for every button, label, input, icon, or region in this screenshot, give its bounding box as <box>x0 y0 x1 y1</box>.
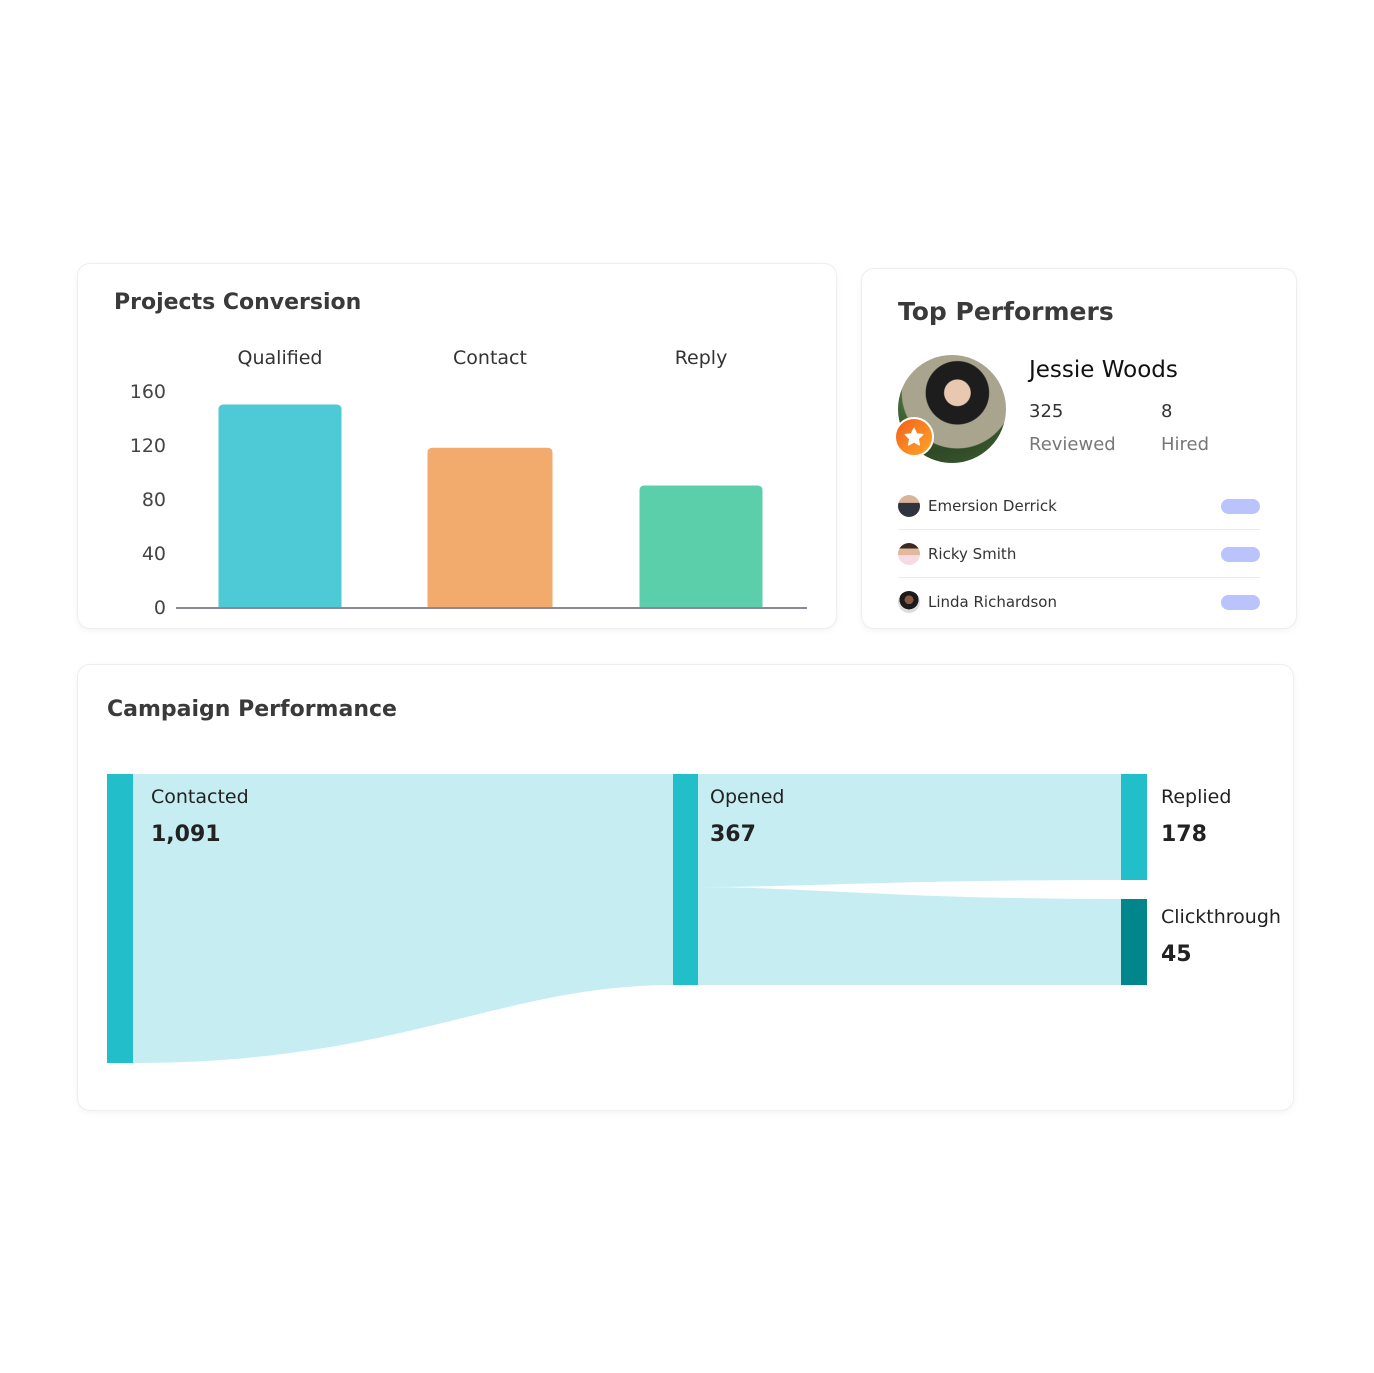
category-label: Qualified <box>238 347 323 369</box>
bar-qualified <box>218 404 342 607</box>
performer-row[interactable]: Ricky Smith <box>898 530 1260 578</box>
category-label: Reply <box>675 347 728 369</box>
category-label: Contact <box>453 347 527 369</box>
node-label-contacted: Contacted <box>151 786 249 808</box>
node-opened <box>673 774 698 985</box>
flow-contacted-opened <box>133 774 673 1063</box>
bar-contact <box>427 447 553 607</box>
card-title: Projects Conversion <box>114 290 362 315</box>
avatar <box>898 591 920 613</box>
star-icon <box>904 427 924 446</box>
performer-row[interactable]: Emersion Derrick <box>898 482 1260 530</box>
y-tick-label: 120 <box>130 435 166 457</box>
node-contacted <box>107 774 133 1063</box>
performer-name: Ricky Smith <box>928 545 1017 563</box>
performer-pill <box>1221 498 1260 514</box>
node-value-clickthrough: 45 <box>1161 942 1192 967</box>
performer-row[interactable]: Linda Richardson <box>898 578 1260 626</box>
node-value-opened: 367 <box>710 822 756 847</box>
hired-label: Hired <box>1161 434 1210 455</box>
node-value-contacted: 1,091 <box>151 822 221 847</box>
node-label-replied: Replied <box>1161 786 1232 808</box>
y-tick-label: 0 <box>154 597 166 619</box>
card-title: Top Performers <box>898 297 1114 326</box>
avatar <box>898 543 920 565</box>
reviewed-value: 325 <box>1029 401 1064 422</box>
node-label-opened: Opened <box>710 786 785 808</box>
flow-opened-clickthrough <box>698 887 1121 985</box>
reviewed-label: Reviewed <box>1029 434 1116 455</box>
performer-pill <box>1221 594 1260 610</box>
performer-pill <box>1221 546 1260 562</box>
featured-name[interactable]: Jessie Woods <box>1029 357 1178 383</box>
divider <box>898 577 1260 578</box>
star-badge <box>894 417 934 457</box>
card-title: Campaign Performance <box>107 697 397 722</box>
node-clickthrough <box>1121 899 1147 985</box>
y-tick-label: 40 <box>142 543 166 565</box>
avatar <box>898 495 920 517</box>
sankey-chart <box>107 774 1147 1063</box>
top-performers-card: Top Performers Jessie Woods 325 Reviewed… <box>862 269 1296 628</box>
hired-value: 8 <box>1161 401 1173 422</box>
bar-chart: 0 40 80 120 160 Qualified Contact Reply <box>130 347 807 619</box>
node-value-replied: 178 <box>1161 822 1207 847</box>
performer-name: Emersion Derrick <box>928 497 1057 515</box>
node-label-clickthrough: Clickthrough <box>1161 906 1281 928</box>
y-tick-label: 80 <box>142 489 166 511</box>
bar-reply <box>639 485 763 607</box>
node-replied <box>1121 774 1147 880</box>
divider <box>898 529 1260 530</box>
y-tick-label: 160 <box>130 381 166 403</box>
performer-name: Linda Richardson <box>928 593 1057 611</box>
flow-opened-replied <box>698 774 1121 887</box>
